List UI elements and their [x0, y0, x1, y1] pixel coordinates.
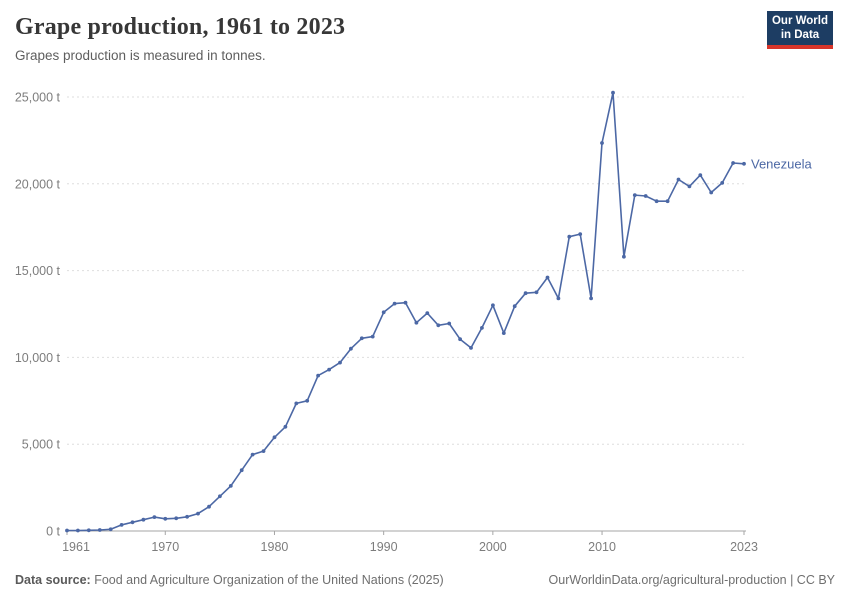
data-point — [600, 141, 604, 145]
y-tick-label: 15,000 t — [15, 264, 61, 278]
data-point — [523, 291, 528, 296]
data-point — [742, 161, 746, 166]
chart-subtitle: Grapes production is measured in tonnes. — [15, 48, 266, 63]
data-point — [512, 304, 517, 309]
data-point — [294, 401, 299, 406]
logo-line-1: Our World — [771, 14, 828, 27]
x-tick-label: 1961 — [62, 540, 90, 554]
data-point — [567, 234, 572, 239]
data-point — [97, 528, 102, 532]
data-point — [65, 528, 69, 533]
data-point — [349, 346, 353, 351]
data-source-label: Data source: — [15, 573, 91, 587]
data-point — [338, 360, 342, 365]
data-point — [141, 517, 146, 522]
y-tick-label: 20,000 t — [15, 177, 61, 191]
data-point — [654, 199, 659, 204]
y-tick-label: 0 t — [46, 525, 60, 539]
data-point — [589, 296, 593, 301]
data-point — [108, 527, 113, 532]
data-point — [611, 90, 615, 95]
chart-title: Grape production, 1961 to 2023 — [15, 14, 346, 40]
attribution-link[interactable]: OurWorldinData.org/agricultural-producti… — [548, 573, 835, 587]
data-point — [86, 528, 91, 533]
data-point — [480, 326, 484, 330]
data-point — [316, 373, 320, 378]
data-point — [185, 514, 190, 519]
data-point — [163, 516, 168, 521]
x-tick-label: 2023 — [730, 540, 758, 554]
data-point — [327, 367, 331, 372]
data-point — [665, 199, 670, 204]
data-point — [272, 435, 277, 440]
data-point — [414, 320, 419, 325]
data-point — [283, 424, 288, 429]
data-point — [469, 346, 473, 350]
data-point — [578, 232, 583, 237]
data-point — [196, 511, 200, 516]
data-point — [632, 193, 637, 198]
data-point — [676, 177, 681, 182]
y-tick-label: 10,000 t — [15, 351, 61, 365]
data-point — [491, 303, 495, 308]
chart-footer: Data source: Food and Agriculture Organi… — [15, 573, 835, 587]
x-tick-label: 1970 — [151, 540, 179, 554]
data-point — [119, 523, 124, 527]
data-point — [152, 515, 157, 519]
data-point — [359, 336, 364, 341]
data-point — [218, 494, 222, 499]
data-point — [370, 334, 375, 339]
data-point — [458, 337, 462, 342]
x-tick-label: 2010 — [588, 540, 616, 554]
data-point — [403, 300, 408, 305]
data-point — [392, 301, 397, 306]
data-point — [174, 516, 179, 521]
data-point — [698, 173, 703, 178]
data-point — [643, 194, 648, 198]
data-point — [709, 190, 714, 195]
data-point — [501, 331, 506, 335]
data-point — [687, 184, 692, 189]
data-source: Data source: Food and Agriculture Organi… — [15, 573, 444, 587]
data-point — [545, 275, 550, 280]
owid-logo[interactable]: Our World in Data — [767, 11, 833, 49]
data-point — [130, 520, 135, 525]
data-point — [720, 181, 725, 185]
logo-line-2: in Data — [780, 29, 820, 41]
data-point — [534, 290, 539, 295]
y-tick-label: 5,000 t — [22, 438, 61, 452]
data-point — [556, 296, 561, 301]
x-tick-label: 1980 — [261, 540, 289, 554]
data-source-text: Food and Agriculture Organization of the… — [90, 573, 444, 587]
data-point — [425, 311, 430, 315]
data-point — [239, 468, 244, 473]
data-point — [261, 449, 266, 453]
data-point — [305, 398, 310, 403]
data-point — [436, 323, 441, 328]
data-point — [381, 310, 386, 315]
entity-label: Venezuela — [751, 156, 812, 171]
data-line — [66, 91, 745, 532]
data-point — [207, 504, 211, 509]
data-point — [622, 254, 626, 259]
x-tick-label: 1990 — [370, 540, 398, 554]
x-tick-label: 2000 — [479, 540, 507, 554]
y-tick-label: 25,000 t — [15, 91, 61, 105]
data-point — [228, 484, 233, 488]
data-point — [731, 161, 735, 165]
chart-header: Grape production, 1961 to 2023 Grapes pr… — [15, 14, 755, 63]
data-point — [250, 452, 255, 457]
data-point — [76, 528, 80, 533]
data-point — [447, 321, 452, 326]
